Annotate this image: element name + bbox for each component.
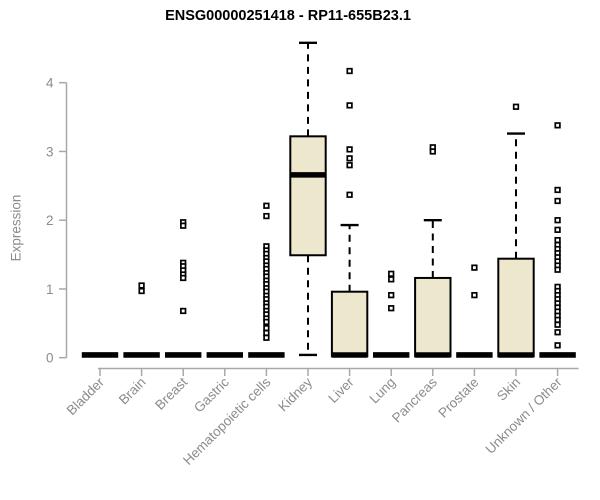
boxplot-group-lung — [373, 270, 410, 358]
outlier-point — [263, 212, 270, 220]
y-tick-label: 3 — [46, 144, 54, 159]
median-bar — [123, 352, 160, 358]
median-bar — [539, 352, 576, 358]
boxplot-group-hematopoietic-cells — [248, 202, 285, 358]
outlier-point — [554, 226, 561, 233]
box-iqr — [414, 276, 452, 358]
outlier-point — [471, 264, 478, 271]
outlier-point — [471, 291, 478, 299]
x-tick-label-liver: Liver — [325, 374, 357, 406]
outlier-point — [180, 307, 187, 315]
outlier-point — [263, 324, 270, 332]
outlier-point — [346, 146, 353, 153]
y-tick-label: 1 — [46, 282, 54, 297]
boxplot-group-breast — [165, 219, 202, 358]
y-tick-label: 4 — [46, 76, 54, 91]
outlier-point — [263, 202, 270, 209]
outlier-point — [512, 103, 520, 110]
y-tick-label: 2 — [46, 213, 54, 228]
median-bar — [206, 352, 243, 358]
outlier-point — [554, 321, 561, 328]
outlier-point — [346, 191, 353, 198]
outlier-point — [388, 276, 395, 283]
outlier-point — [554, 122, 561, 129]
x-tick-label-bladder: Bladder — [64, 374, 108, 418]
x-tick-label-gastric: Gastric — [191, 374, 232, 415]
y-tick-label: 0 — [46, 351, 54, 366]
box-iqr — [330, 290, 369, 358]
boxplot-group-skin — [497, 103, 535, 358]
outlier-point — [346, 67, 353, 75]
boxplot-group-prostate — [456, 264, 493, 358]
outlier-point — [346, 102, 353, 109]
outlier-point — [429, 148, 436, 155]
boxplot-group-pancreas — [414, 144, 452, 358]
outlier-point — [138, 287, 145, 295]
x-tick-label-skin: Skin — [494, 375, 523, 404]
outlier-point — [554, 316, 561, 324]
outlier-point — [554, 329, 561, 336]
outlier-point — [554, 186, 561, 194]
boxplot-group-liver — [330, 67, 369, 358]
outlier-point — [346, 155, 353, 162]
outlier-point — [388, 305, 395, 312]
boxplot-group-gastric — [206, 352, 243, 358]
outlier-point — [263, 329, 270, 337]
median-bar — [248, 352, 285, 358]
boxplot-group-brain — [123, 282, 160, 358]
x-tick-label-lung: Lung — [366, 375, 398, 407]
median-bar — [456, 352, 493, 358]
x-tick-label-kidney: Kidney — [275, 374, 315, 414]
outlier-point — [263, 318, 270, 326]
outlier-point — [180, 222, 187, 229]
outlier-point — [554, 342, 561, 349]
outlier-point — [388, 270, 395, 277]
box-iqr — [289, 135, 327, 257]
outlier-point — [346, 162, 353, 169]
boxplot-group-kidney — [289, 41, 327, 357]
outlier-point — [180, 274, 187, 282]
outlier-point — [263, 334, 270, 341]
box-iqr — [497, 257, 535, 358]
median-bar — [373, 352, 410, 358]
x-tick-label-breast: Breast — [152, 374, 190, 412]
median-bar — [81, 352, 119, 358]
outlier-point — [554, 197, 561, 205]
x-tick-label-pancreas: Pancreas — [389, 374, 440, 425]
outlier-point — [554, 217, 561, 224]
x-tick-label-prostate: Prostate — [435, 375, 481, 421]
outlier-point — [388, 291, 395, 299]
boxplot-group-unknown-other — [539, 122, 576, 358]
x-tick-label-brain: Brain — [116, 375, 149, 408]
outlier-point — [138, 282, 145, 289]
outlier-point — [554, 236, 561, 244]
chart-title: ENSG00000251418 - RP11-655B23.1 — [165, 8, 411, 24]
outlier-point — [554, 266, 561, 273]
median-bar — [165, 352, 202, 358]
x-tick-label-unknown-other: Unknown / Other — [482, 374, 565, 457]
boxplot-group-bladder — [81, 352, 119, 358]
